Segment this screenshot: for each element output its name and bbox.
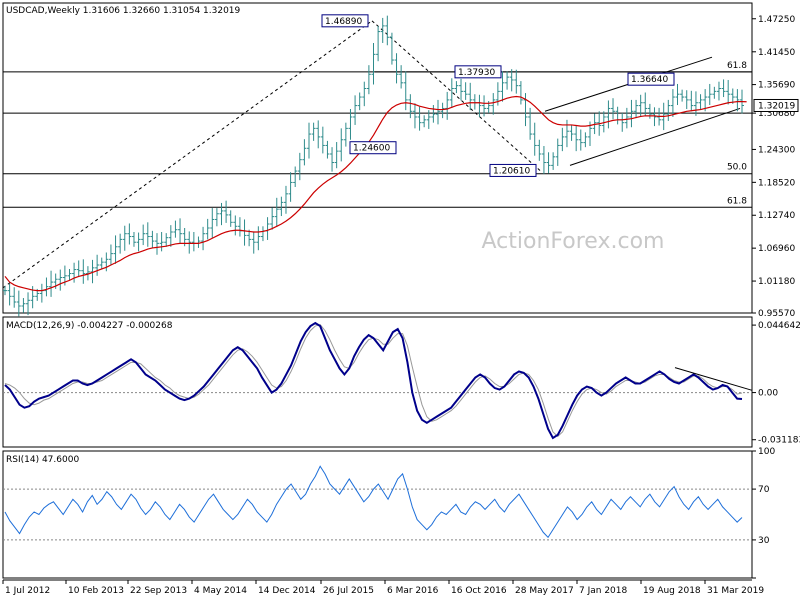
price-y-tick-label: 1.06960 [758, 244, 795, 254]
price-y-tick-label: 1.41450 [758, 48, 795, 58]
macd-y-tick-label: 0.044642 [758, 321, 800, 331]
price-y-tick-label: 1.12740 [758, 211, 795, 221]
x-axis-label: 7 Jan 2018 [579, 586, 627, 596]
swing-label-box [349, 141, 397, 155]
rsi-panel-frame [2, 450, 753, 579]
x-axis-label: 10 Feb 2013 [68, 586, 124, 596]
fib-level-label: 61.8 [727, 196, 747, 206]
price-y-tick-label: 1.47250 [758, 15, 795, 25]
swing-label: 1.36640 [631, 75, 668, 85]
price-y-tick-label: 1.18520 [758, 178, 795, 188]
x-axis-label: 14 Dec 2014 [258, 586, 316, 596]
rsi-y-tick-label: 30 [758, 536, 770, 546]
x-axis-label: 6 Mar 2016 [387, 586, 439, 596]
swing-label: 1.37930 [458, 68, 495, 78]
trend-line-down [371, 20, 541, 171]
last-price-tag-box [753, 98, 799, 112]
x-axis-label: 31 Mar 2019 [707, 586, 764, 596]
x-axis-label: 4 May 2014 [194, 586, 247, 596]
x-axis-label: 22 Sep 2013 [130, 586, 187, 596]
rsi-panel-title: RSI(14) 47.6000 [6, 455, 79, 465]
price-y-tick-label: 1.35690 [758, 81, 795, 91]
last-price-tag: 1.32019 [758, 101, 795, 111]
rsi-y-tick-label: 100 [758, 447, 775, 457]
macd-panel-frame [2, 316, 753, 448]
macd-y-tick-label: -0.031183 [758, 436, 800, 446]
trend-line-up [2, 20, 373, 289]
rsi-line [4, 465, 743, 539]
rsi-y-tick-label: 70 [758, 485, 770, 495]
x-axis-label: 19 Aug 2018 [643, 586, 701, 596]
moving-average-line [4, 95, 747, 292]
swing-label: 1.20610 [493, 166, 530, 176]
macd-line [4, 321, 743, 440]
swing-label: 1.24600 [353, 144, 390, 154]
x-axis-label: 26 Jul 2015 [323, 586, 374, 596]
price-panel-frame [2, 2, 753, 314]
price-panel-title: USDCAD,Weekly 1.31606 1.32660 1.31054 1.… [6, 6, 241, 16]
swing-label-box [321, 14, 369, 28]
price-y-tick-label: 1.01180 [758, 277, 795, 287]
macd-y-tick-label: 0.00 [758, 389, 778, 399]
x-axis-label: 28 May 2017 [515, 586, 574, 596]
macd-trend-line [674, 367, 753, 391]
swing-label-box [627, 72, 675, 86]
price-y-tick-label: 1.30680 [758, 109, 795, 119]
x-axis-label: 1 Jul 2012 [5, 586, 50, 596]
fib-level-label: 50.0 [727, 163, 747, 173]
swing-label: 1.46890 [325, 17, 362, 27]
price-y-tick-label: 0.95570 [758, 309, 795, 319]
macd-panel-title: MACD(12,26,9) -0.004227 -0.000268 [6, 321, 173, 331]
swing-label-box [489, 163, 537, 177]
x-axis-label: 16 Oct 2016 [451, 586, 507, 596]
swing-label-box [454, 65, 502, 79]
fib-level-label: 61.8 [727, 61, 747, 71]
watermark-text: ActionForex.com [482, 229, 665, 254]
channel-lower-line [569, 107, 741, 166]
price-y-tick-label: 1.24300 [758, 145, 795, 155]
